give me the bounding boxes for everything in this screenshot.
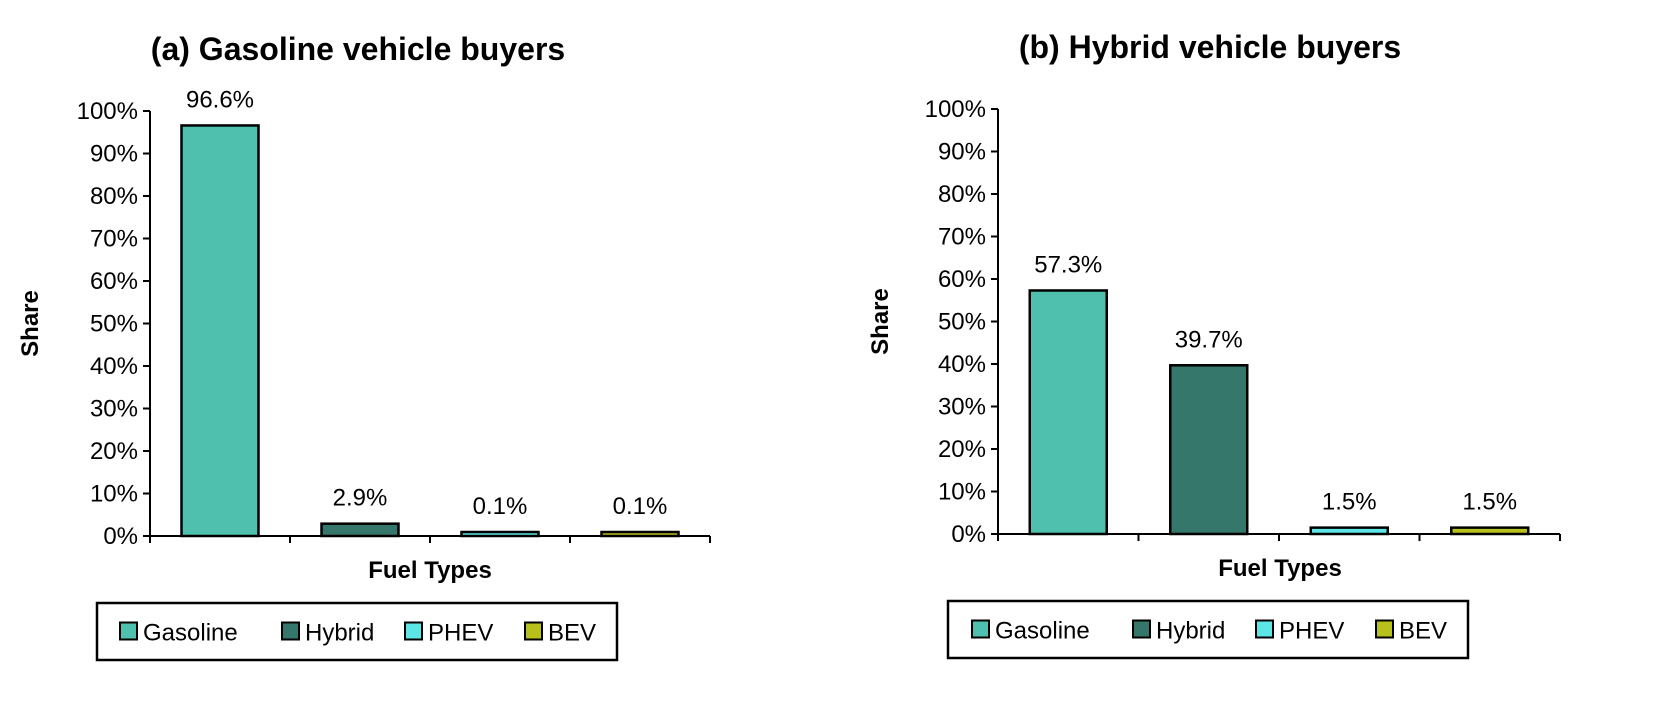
bar-hybrid <box>320 522 400 538</box>
legend-label-hybrid: Hybrid <box>305 620 374 647</box>
y-tick-label: 0% <box>103 523 138 550</box>
bar-hybrid <box>1169 364 1249 536</box>
y-tick-label: 30% <box>938 394 986 421</box>
x-axis-label: Fuel Types <box>1218 555 1342 582</box>
legend-swatch-phev <box>1255 619 1274 639</box>
data-label-bev: 1.5% <box>1462 489 1517 516</box>
y-axis-label: Share <box>867 288 894 355</box>
legend-label-phev: PHEV <box>428 620 493 647</box>
y-tick-label: 90% <box>938 139 986 166</box>
y-tick-label: 90% <box>90 141 138 168</box>
legend-label-gasoline: Gasoline <box>995 618 1090 645</box>
y-tick-label: 20% <box>90 438 138 465</box>
data-label-gasoline: 96.6% <box>186 86 254 113</box>
bar-gasoline <box>1028 289 1108 536</box>
legend-swatch-gasoline <box>971 619 990 639</box>
y-tick-label: 10% <box>938 479 986 506</box>
data-label-hybrid: 2.9% <box>333 485 388 512</box>
y-tick-label: 100% <box>925 96 986 123</box>
bar-bev <box>600 530 680 538</box>
data-label-gasoline: 57.3% <box>1034 251 1102 278</box>
data-label-bev: 0.1% <box>613 493 668 520</box>
data-label-phev: 0.1% <box>473 493 528 520</box>
chart-panel-b: (b) Hybrid vehicle buyers 0% 10% 20% 30% 40% 5… <box>867 29 1561 660</box>
chart-title: (b) Hybrid vehicle buyers <box>1019 29 1401 65</box>
y-tick-label: 60% <box>90 268 138 295</box>
legend-label-gasoline: Gasoline <box>143 620 238 647</box>
y-tick-label: 50% <box>90 311 138 338</box>
bar-gasoline <box>180 124 260 538</box>
y-tick-label: 20% <box>938 436 986 463</box>
legend-label-bev: BEV <box>548 620 596 647</box>
chart-title: (a) Gasoline vehicle buyers <box>151 31 565 67</box>
legend-label-phev: PHEV <box>1279 618 1344 645</box>
y-tick-label: 70% <box>938 224 986 251</box>
data-label-phev: 1.5% <box>1322 489 1377 516</box>
legend-swatch-hybrid <box>281 621 300 641</box>
legend-label-bev: BEV <box>1399 618 1447 645</box>
y-tick-label: 40% <box>938 351 986 378</box>
legend: Gasoline Hybrid PHEV BEV <box>946 599 1470 660</box>
bar-phev <box>1309 526 1389 536</box>
bar-phev <box>460 530 540 538</box>
legend-swatch-bev <box>1375 619 1394 639</box>
y-tick-label: 80% <box>90 183 138 210</box>
y-tick-label: 10% <box>90 481 138 508</box>
data-label-hybrid: 39.7% <box>1175 326 1243 353</box>
y-tick-label: 40% <box>90 353 138 380</box>
legend-label-hybrid: Hybrid <box>1156 618 1225 645</box>
legend-swatch-hybrid <box>1132 619 1151 639</box>
legend-swatch-bev <box>524 621 543 641</box>
y-tick-label: 60% <box>938 266 986 293</box>
y-tick-label: 80% <box>938 181 986 208</box>
y-axis-label: Share <box>17 290 44 357</box>
legend-swatch-gasoline <box>119 621 138 641</box>
y-tick-label: 30% <box>90 396 138 423</box>
chart-panel-a: (a) Gasoline vehicle buyers 0% 10% 20% 30% 40… <box>17 31 711 662</box>
bar-bev <box>1450 526 1530 536</box>
y-tick-label: 50% <box>938 309 986 336</box>
y-tick-label: 0% <box>951 521 986 548</box>
x-axis-label: Fuel Types <box>368 557 492 584</box>
y-tick-label: 100% <box>77 98 138 125</box>
legend-swatch-phev <box>404 621 423 641</box>
y-tick-label: 70% <box>90 226 138 253</box>
legend: Gasoline Hybrid PHEV BEV <box>95 601 619 662</box>
